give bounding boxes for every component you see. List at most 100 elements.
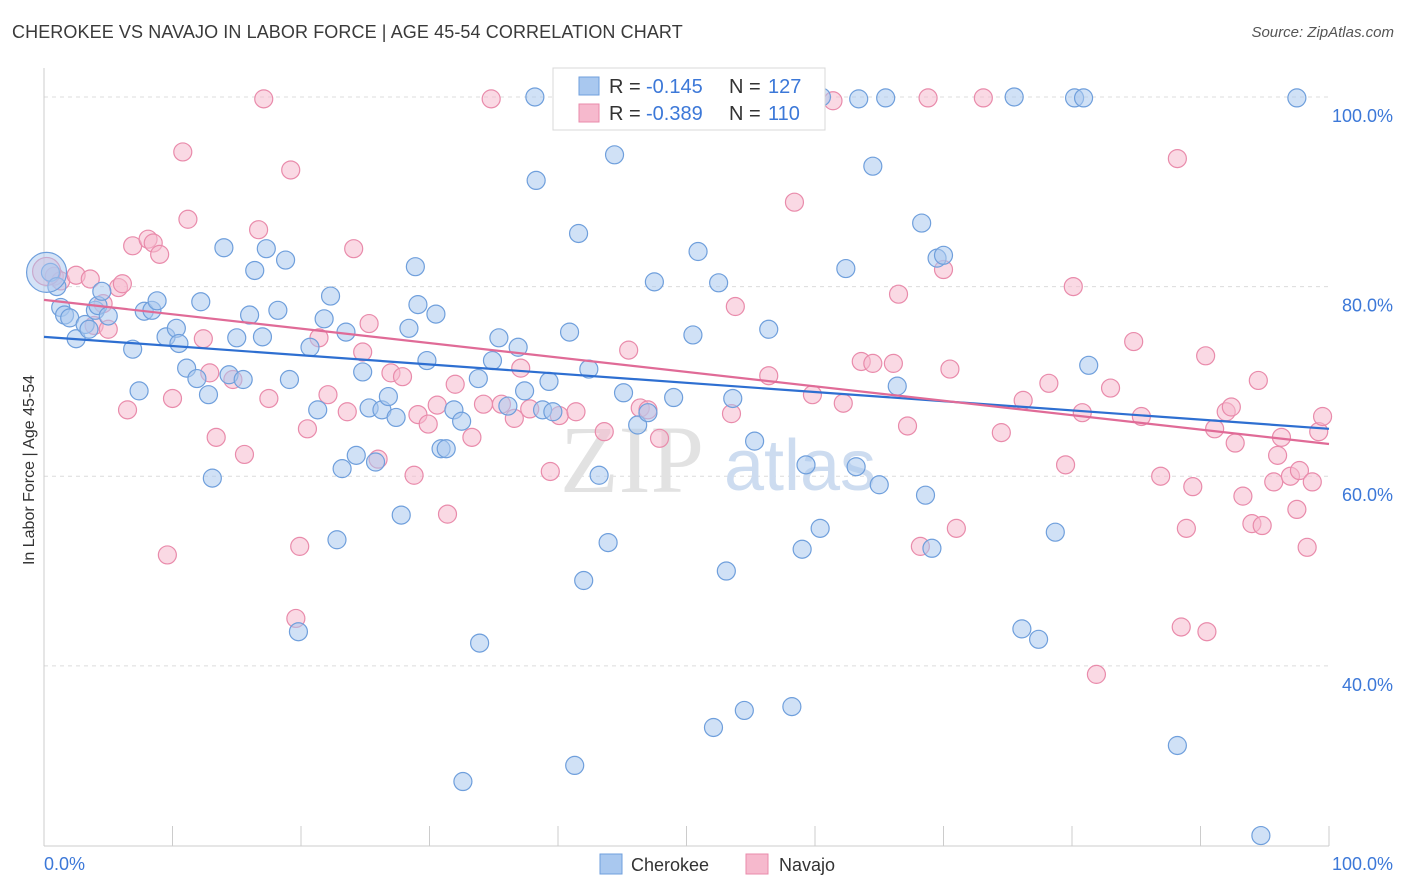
navajo-point [259,388,279,409]
navajo-point [1039,373,1059,393]
cherokee-point [604,145,625,165]
cherokee-point [922,538,942,558]
cherokee-point [709,273,729,293]
navajo-point [157,545,177,565]
cherokee-point [1012,619,1032,639]
cherokee-point [688,241,708,262]
cherokee-point [191,292,211,312]
navajo-point [1225,433,1245,453]
cherokee-point [123,339,143,359]
navajo-point [318,385,338,405]
chart-title: CHEROKEE VS NAVAJO IN LABOR FORCE | AGE … [12,22,683,42]
cherokee-point [1287,88,1307,108]
cherokee-point [1079,355,1099,375]
navajo-point [404,465,424,485]
navajo-point [1312,406,1333,427]
navajo-point [234,444,255,465]
navajo-point [1055,455,1076,475]
cherokee-point [227,328,247,348]
cherokee-point [543,402,563,422]
stats-r-label-navajo: R = [609,103,641,125]
navajo-point [897,416,918,436]
navajo-point [481,89,501,109]
cherokee-point-large [25,251,68,293]
navajo-point [437,504,458,524]
navajo-point [888,284,909,304]
cherokee-point [92,281,112,301]
cherokee-point [399,318,419,338]
navajo-point [473,394,494,414]
navajo-point [833,393,853,413]
cherokee-point [332,459,352,479]
cherokee-point [734,700,754,721]
stats-r-value-cherokee: -0.145 [646,76,703,98]
navajo-point [392,367,413,387]
y-axis-label: In Labor Force | Age 45-54 [21,375,38,565]
navajo-point [359,313,379,334]
cherokee-point [365,452,386,472]
navajo-point [991,423,1011,443]
cherokee-point [849,89,869,109]
navajo-point [1297,537,1317,557]
cherokee-point [245,260,265,281]
cherokee-point [268,300,288,320]
legend-label-navajo: Navajo [779,855,835,875]
stats-r-label-cherokee: R = [609,76,641,98]
navajo-point [173,142,193,162]
cherokee-point [436,439,456,459]
stats-n-label-navajo: N = [729,103,761,125]
navajo-point [337,402,357,422]
navajo-point [946,518,966,538]
cherokee-point [300,337,320,357]
y-tick-label: 40.0% [1342,675,1393,695]
navajo-point [784,192,805,212]
navajo-point [1167,148,1187,169]
cherokee-point [628,415,648,435]
cherokee-point [498,396,518,416]
cherokee-point [846,457,866,477]
series-legend: Cherokee Navajo [599,853,835,875]
legend-swatch-navajo [745,853,769,875]
navajo-point [649,428,670,448]
cherokee-point [644,272,664,292]
cherokee-point [745,431,765,451]
cherokee-point [526,170,546,190]
cherokee-point [782,697,802,717]
cherokee-point [214,238,234,258]
navajo-points [31,88,1333,684]
cherokee-point [887,376,907,396]
navajo-point [1171,617,1191,637]
navajo-point [150,244,170,264]
cherokee-point [386,407,406,428]
cherokee-point [98,306,118,326]
cherokee-point [638,403,658,423]
cherokee-points [25,87,1307,846]
stats-n-label-cherokee: N = [729,76,761,98]
cherokee-point [489,328,509,348]
navajo-point [162,388,183,409]
navajo-point [1183,477,1203,497]
cherokee-point [703,717,724,738]
cherokee-point [353,362,373,382]
cherokee-point [279,369,300,390]
navajo-point [193,329,213,349]
navajo-point [1086,664,1107,684]
cherokee-point [470,633,490,653]
trend-lines [43,298,1330,446]
cherokee-point [233,369,253,390]
cherokee-point [836,258,856,279]
cherokee-point [565,755,585,776]
navajo-point [1063,276,1083,297]
navajo-point [1176,518,1196,538]
cherokee-point [796,455,816,475]
cherokee-point [320,286,341,306]
navajo-point [445,374,465,394]
cherokee-point [514,381,535,401]
navajo-point [1289,460,1310,481]
navajo-point [290,536,310,556]
navajo-point [540,461,560,482]
navajo-point [418,414,438,434]
cherokee-point [869,475,889,495]
cherokee-point [1251,825,1271,846]
navajo-point [1287,499,1307,520]
